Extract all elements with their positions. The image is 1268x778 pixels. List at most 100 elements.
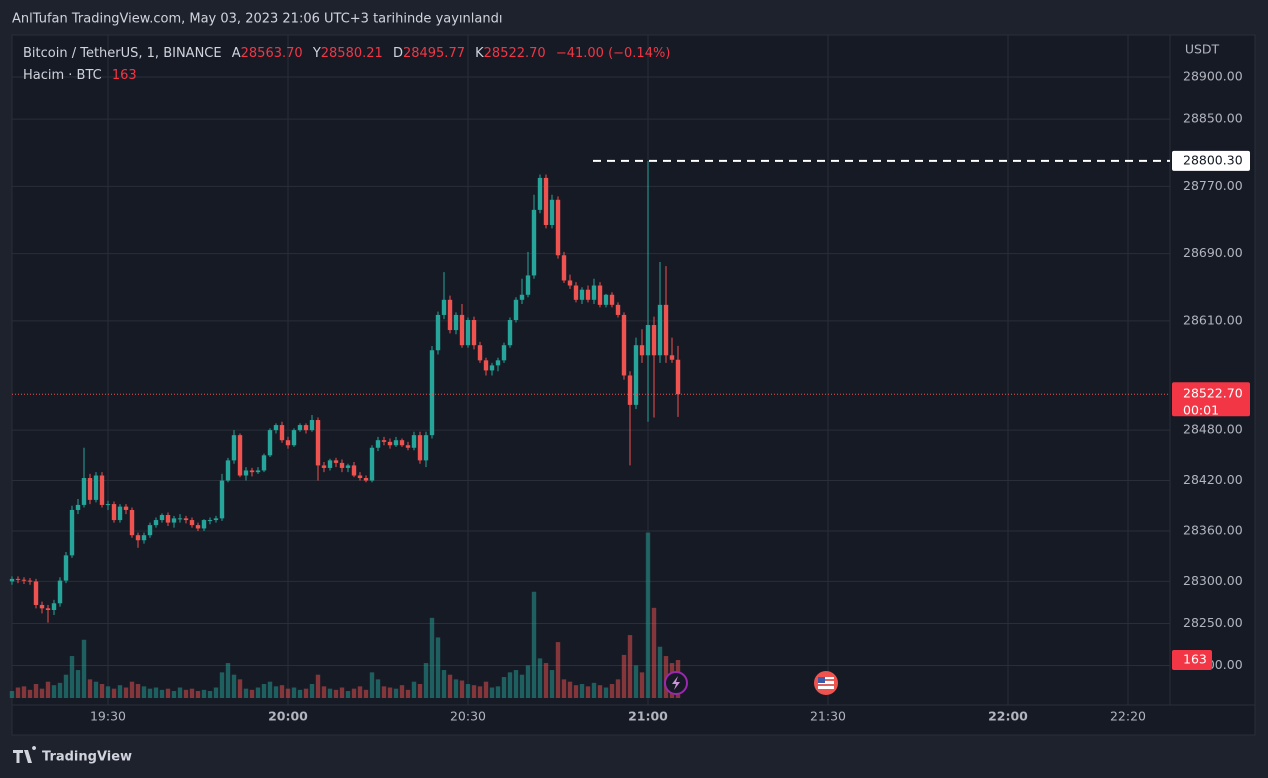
candle-body <box>237 435 243 476</box>
volume-bar <box>327 688 333 698</box>
candle-body <box>663 304 669 356</box>
volume-bar <box>219 672 225 698</box>
candle-body <box>651 325 657 356</box>
candle-body <box>381 440 387 442</box>
volume-bar <box>21 686 27 698</box>
candle-body <box>51 603 57 611</box>
candle-body <box>597 285 603 305</box>
candle-body <box>87 478 93 500</box>
candle-body <box>441 299 447 315</box>
volume-bar <box>489 687 495 698</box>
volume-bar <box>579 684 585 698</box>
candle-body <box>363 478 369 481</box>
x-tick-label: 22:00 <box>988 709 1028 724</box>
x-tick-label: 22:20 <box>1110 709 1146 724</box>
candle-body <box>495 360 501 366</box>
candle-body <box>567 280 573 286</box>
last-price-label: 28522.70 <box>1183 386 1243 401</box>
volume-bar <box>105 686 111 698</box>
candle-body <box>147 525 153 536</box>
candle-body <box>231 435 237 461</box>
candle-body <box>117 506 123 521</box>
volume-bar <box>297 689 303 698</box>
candle-body <box>579 289 585 300</box>
volume-bar <box>567 681 573 698</box>
candle-body <box>291 430 297 446</box>
candle-body <box>531 209 537 276</box>
high-key: Y <box>312 46 321 61</box>
open: 28563.70 <box>241 46 303 61</box>
candle-body <box>327 460 333 468</box>
volume-bar <box>459 680 465 698</box>
y-tick-label: 28250.00 <box>1183 615 1243 630</box>
candle-body <box>405 445 411 448</box>
candle-body <box>39 604 45 609</box>
volume-bar <box>189 688 195 698</box>
volume-bar <box>393 688 399 698</box>
volume-bar <box>129 681 135 698</box>
candle-body <box>621 314 627 376</box>
candle-body <box>99 475 105 505</box>
last-price-badge <box>1172 382 1250 417</box>
volume-bar <box>639 672 645 698</box>
candle-body <box>477 345 483 361</box>
symbol: Bitcoin / TetherUS, 1, BINANCE <box>23 46 222 61</box>
volume-bar <box>381 686 387 698</box>
volume-bar <box>609 684 615 698</box>
volume-bar <box>453 679 459 698</box>
candle-body <box>105 504 111 506</box>
y-tick-label: 28480.00 <box>1183 422 1243 437</box>
volume-bar <box>477 686 483 698</box>
low-key: D <box>393 46 403 61</box>
x-tick-label: 20:30 <box>450 709 486 724</box>
volume-bar <box>633 665 639 698</box>
candle-body <box>465 319 471 346</box>
candle-body <box>627 375 633 405</box>
candle-body <box>15 578 21 580</box>
volume-bar <box>657 646 663 698</box>
candle-body <box>399 440 405 446</box>
candle-body <box>459 314 465 346</box>
y-tick-label: 28360.00 <box>1183 522 1243 537</box>
volume-bar <box>111 688 117 698</box>
candle-body <box>513 299 519 320</box>
high-badge <box>1172 150 1250 171</box>
candle-body <box>333 460 339 463</box>
candle-body <box>519 294 525 300</box>
candle-body <box>129 509 135 536</box>
volume-bar <box>261 684 267 698</box>
candle-body <box>609 294 615 305</box>
event-icon[interactable] <box>664 671 688 695</box>
logo-mark <box>13 746 37 763</box>
volume-bar <box>177 687 183 698</box>
volume-bar <box>411 681 417 698</box>
volume-bar <box>507 672 513 698</box>
countdown: 00:01 <box>1183 403 1219 418</box>
volume-bar <box>279 685 285 698</box>
volume-bar <box>399 685 405 698</box>
volume-bar <box>513 670 519 698</box>
candle-body <box>243 470 249 476</box>
brand-logo[interactable]: TradingView <box>13 746 132 765</box>
candle-body <box>435 314 441 351</box>
volume-bar <box>69 656 75 698</box>
event-icon[interactable] <box>814 671 838 695</box>
candle-body <box>537 177 543 210</box>
volume-bar <box>249 689 255 698</box>
volume-bar <box>345 691 351 698</box>
volume-bar <box>87 679 93 698</box>
candle-body <box>369 447 375 481</box>
candle-body <box>135 535 141 541</box>
volume-bar <box>267 681 273 698</box>
volume-badge <box>1172 650 1212 671</box>
volume-bar <box>213 687 219 698</box>
volume-legend: Hacim · BTC 163 <box>23 68 137 83</box>
volume-bar <box>57 682 63 698</box>
candle-body <box>417 435 423 461</box>
candle-body <box>171 518 177 523</box>
volume-bar <box>135 684 141 698</box>
candle-body <box>261 455 267 471</box>
volume-bar <box>27 689 33 698</box>
candle-body <box>207 520 213 522</box>
